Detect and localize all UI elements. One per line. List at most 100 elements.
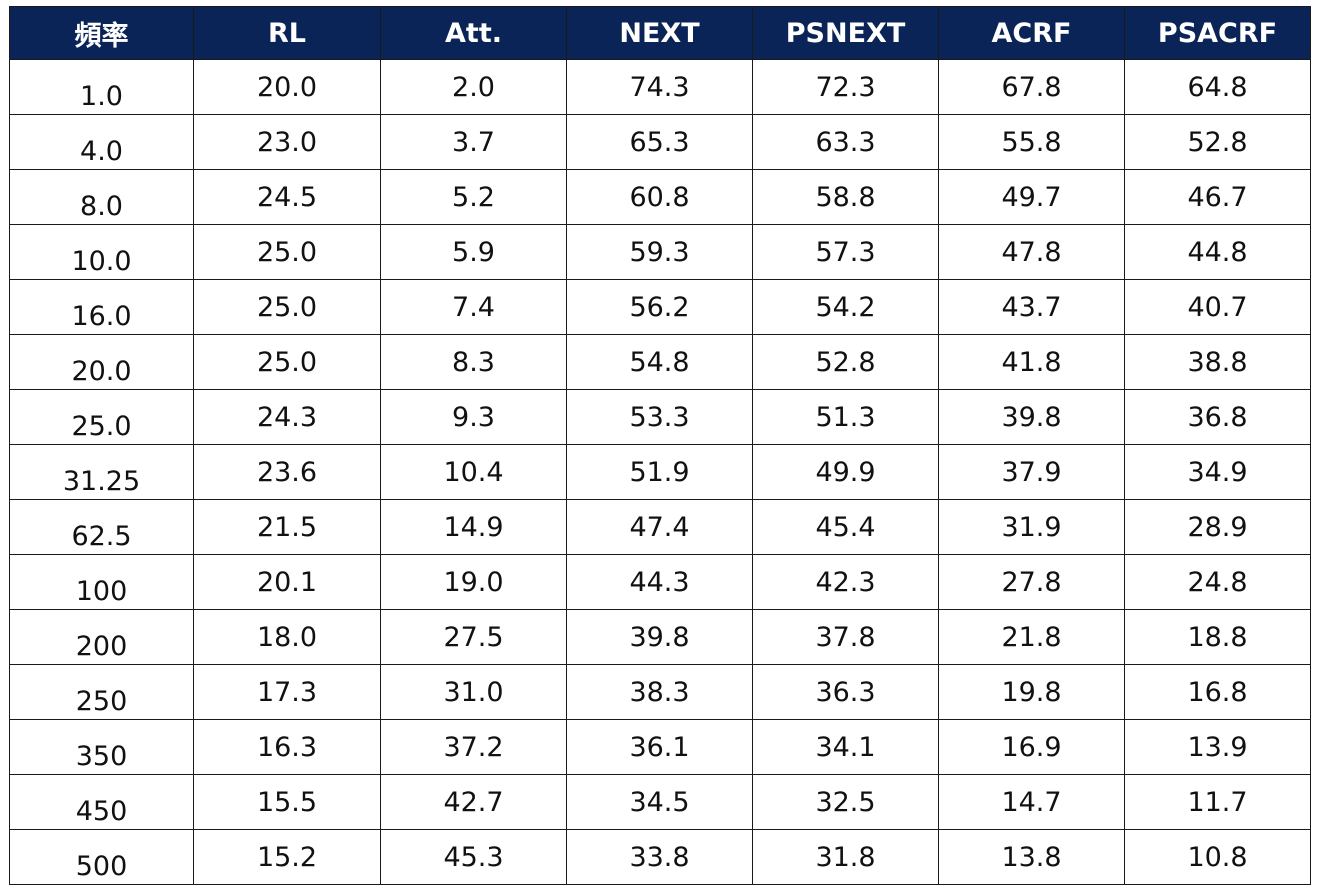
cell-att: 19.0 [380, 554, 567, 610]
cell-psnext: 36.3 [752, 664, 939, 720]
table-row: 1.0 20.0 2.0 74.3 72.3 67.8 64.8 [9, 59, 1311, 115]
cell-psnext: 37.8 [752, 609, 939, 665]
cell-rl: 17.3 [193, 664, 381, 720]
cell-frequency: 10.0 [9, 224, 194, 280]
cell-next: 59.3 [566, 224, 753, 280]
cell-att: 37.2 [380, 719, 567, 775]
cell-next: 34.5 [566, 774, 753, 830]
cell-acrf: 16.9 [938, 719, 1125, 775]
cell-psacrf: 38.8 [1124, 334, 1311, 390]
cell-psnext: 32.5 [752, 774, 939, 830]
cell-rl: 24.3 [193, 389, 381, 445]
cell-frequency: 100 [9, 554, 194, 610]
cell-frequency: 200 [9, 609, 194, 665]
cell-frequency: 350 [9, 719, 194, 775]
cell-next: 56.2 [566, 279, 753, 335]
table-row: 450 15.5 42.7 34.5 32.5 14.7 11.7 [9, 774, 1311, 830]
cell-next: 74.3 [566, 59, 753, 115]
cell-att: 5.9 [380, 224, 567, 280]
cell-att: 5.2 [380, 169, 567, 225]
table-row: 10.0 25.0 5.9 59.3 57.3 47.8 44.8 [9, 224, 1311, 280]
cell-rl: 23.0 [193, 114, 381, 170]
cell-acrf: 41.8 [938, 334, 1125, 390]
cell-att: 45.3 [380, 829, 567, 885]
cell-att: 8.3 [380, 334, 567, 390]
cell-psacrf: 18.8 [1124, 609, 1311, 665]
column-header-next: NEXT [566, 6, 753, 60]
table-row: 16.0 25.0 7.4 56.2 54.2 43.7 40.7 [9, 279, 1311, 335]
cell-acrf: 43.7 [938, 279, 1125, 335]
cell-psnext: 57.3 [752, 224, 939, 280]
table-body: 1.0 20.0 2.0 74.3 72.3 67.8 64.8 4.0 23.0 3.7 65.3… [9, 59, 1311, 885]
cell-psnext: 63.3 [752, 114, 939, 170]
table-row: 8.0 24.5 5.2 60.8 58.8 49.7 46.7 [9, 169, 1311, 225]
column-header-acrf: ACRF [938, 6, 1125, 60]
cell-rl: 25.0 [193, 279, 381, 335]
cell-next: 36.1 [566, 719, 753, 775]
cell-psacrf: 34.9 [1124, 444, 1311, 500]
cell-psnext: 42.3 [752, 554, 939, 610]
header-row: 頻率 RL Att. NEXT PSNEXT ACRF PSACRF [9, 6, 1311, 60]
cell-att: 27.5 [380, 609, 567, 665]
cell-rl: 21.5 [193, 499, 381, 555]
cell-next: 47.4 [566, 499, 753, 555]
cell-psnext: 34.1 [752, 719, 939, 775]
cell-psacrf: 52.8 [1124, 114, 1311, 170]
cell-psnext: 45.4 [752, 499, 939, 555]
cell-psacrf: 44.8 [1124, 224, 1311, 280]
table-row: 62.5 21.5 14.9 47.4 45.4 31.9 28.9 [9, 499, 1311, 555]
table-header: 頻率 RL Att. NEXT PSNEXT ACRF PSACRF [9, 6, 1311, 60]
cell-psnext: 54.2 [752, 279, 939, 335]
cell-next: 54.8 [566, 334, 753, 390]
cell-att: 7.4 [380, 279, 567, 335]
cell-psacrf: 11.7 [1124, 774, 1311, 830]
cell-rl: 20.1 [193, 554, 381, 610]
cell-acrf: 39.8 [938, 389, 1125, 445]
cell-acrf: 55.8 [938, 114, 1125, 170]
column-header-att: Att. [380, 6, 567, 60]
cell-frequency: 4.0 [9, 114, 194, 170]
cell-att: 14.9 [380, 499, 567, 555]
cell-rl: 15.2 [193, 829, 381, 885]
cell-psnext: 72.3 [752, 59, 939, 115]
cell-acrf: 21.8 [938, 609, 1125, 665]
cell-rl: 25.0 [193, 224, 381, 280]
cell-frequency: 8.0 [9, 169, 194, 225]
cell-rl: 15.5 [193, 774, 381, 830]
cell-psacrf: 36.8 [1124, 389, 1311, 445]
cell-next: 33.8 [566, 829, 753, 885]
cell-psacrf: 24.8 [1124, 554, 1311, 610]
cell-psacrf: 13.9 [1124, 719, 1311, 775]
column-header-psacrf: PSACRF [1124, 6, 1311, 60]
cell-frequency: 20.0 [9, 334, 194, 390]
cell-psnext: 31.8 [752, 829, 939, 885]
cell-next: 53.3 [566, 389, 753, 445]
table-row: 100 20.1 19.0 44.3 42.3 27.8 24.8 [9, 554, 1311, 610]
cell-rl: 18.0 [193, 609, 381, 665]
cell-psacrf: 28.9 [1124, 499, 1311, 555]
cell-acrf: 37.9 [938, 444, 1125, 500]
cell-psnext: 58.8 [752, 169, 939, 225]
cell-rl: 16.3 [193, 719, 381, 775]
cell-next: 60.8 [566, 169, 753, 225]
cell-acrf: 67.8 [938, 59, 1125, 115]
cell-acrf: 14.7 [938, 774, 1125, 830]
cell-psacrf: 10.8 [1124, 829, 1311, 885]
cell-next: 65.3 [566, 114, 753, 170]
table-row: 500 15.2 45.3 33.8 31.8 13.8 10.8 [9, 829, 1311, 885]
cell-rl: 20.0 [193, 59, 381, 115]
cell-psacrf: 16.8 [1124, 664, 1311, 720]
table-row: 200 18.0 27.5 39.8 37.8 21.8 18.8 [9, 609, 1311, 665]
cell-psacrf: 64.8 [1124, 59, 1311, 115]
spec-table: 頻率 RL Att. NEXT PSNEXT ACRF PSACRF 1.0 20.0 2.0 7… [9, 6, 1311, 885]
cell-acrf: 47.8 [938, 224, 1125, 280]
cell-att: 31.0 [380, 664, 567, 720]
table-row: 350 16.3 37.2 36.1 34.1 16.9 13.9 [9, 719, 1311, 775]
cell-frequency: 450 [9, 774, 194, 830]
cell-psacrf: 46.7 [1124, 169, 1311, 225]
cell-rl: 23.6 [193, 444, 381, 500]
cell-next: 39.8 [566, 609, 753, 665]
cell-att: 2.0 [380, 59, 567, 115]
cell-rl: 24.5 [193, 169, 381, 225]
cell-acrf: 19.8 [938, 664, 1125, 720]
